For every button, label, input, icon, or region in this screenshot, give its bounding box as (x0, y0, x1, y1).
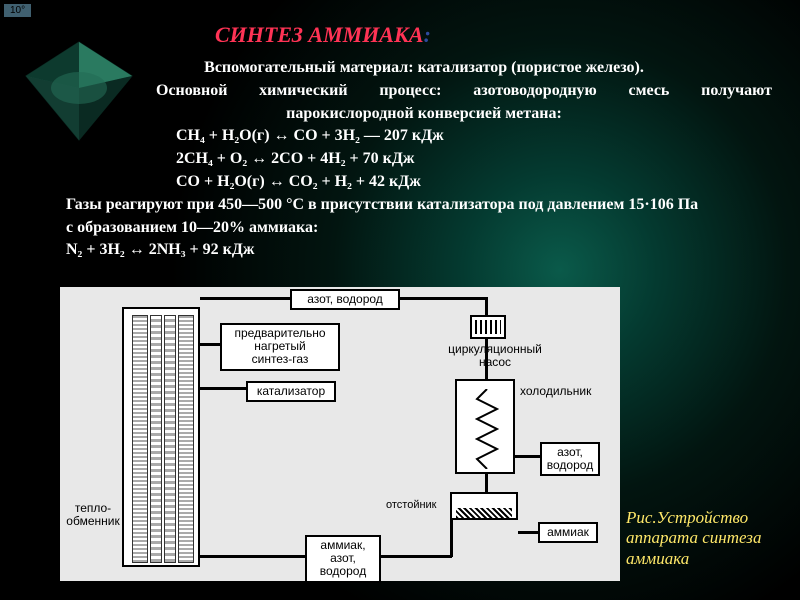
equation-2: 2CH₄ + O₂ ↔ 2CO + 4H₂ + 70 кДж (176, 149, 782, 170)
conditions-2: с образованием 10—20% аммиака: (66, 218, 782, 239)
settler (450, 492, 518, 520)
label-catalyst: катализатор (246, 381, 336, 402)
main-label: Основной химический процесс: (156, 82, 442, 99)
aux-value: катализатор (пористое железо). (418, 59, 644, 76)
label-settler: отстойник (386, 499, 437, 511)
equation-1: CH₄ + H₂O(г) ↔ CO + 3H₂ — 207 кДж (176, 126, 782, 147)
label-gas-box: азот, водород (540, 442, 600, 476)
conditions-1: Газы реагируют при 450—500 °С в присутст… (66, 195, 782, 216)
pump-icon (470, 315, 506, 339)
cooler (455, 379, 515, 474)
aux-label: Вспомогательный материал: (204, 59, 413, 76)
equation-4: N₂ + 3H₂ ↔ 2NH₃ + 92 кДж (66, 240, 782, 261)
label-heat-exchanger: тепло- обменник (62, 502, 124, 528)
label-pump: циркуляционный насос (430, 343, 560, 369)
badge: 10° (4, 4, 31, 17)
apparatus-diagram: азот, водород предварительно нагретый си… (60, 287, 620, 581)
page-title: СИНТЕЗ АММИАКА: (215, 22, 431, 48)
aux-line: Вспомогательный материал: катализатор (п… (66, 58, 782, 79)
main-line1: Основной химический процесс: азотоводоро… (66, 81, 782, 102)
label-cooler: холодильник (520, 385, 591, 398)
label-preheated: предварительно нагретый синтез-газ (220, 323, 340, 371)
main-line2: парокислородной конверсией метана: (66, 104, 782, 125)
label-bottom-mix: аммиак, азот, водород (305, 535, 381, 583)
main-value1: азотоводородную смесь получают (473, 82, 772, 99)
label-ammonia-out: аммиак (538, 522, 598, 543)
title-colon: : (424, 22, 431, 47)
label-top-gas: азот, водород (290, 289, 400, 310)
title-text: СИНТЕЗ АММИАКА (215, 22, 424, 47)
reactor (122, 307, 200, 567)
figure-caption: Рис.Устройство аппарата синтеза аммиака (626, 508, 786, 569)
equation-3: CO + H₂O(г) ↔ CO₂ + H₂ + 42 кДж (176, 172, 782, 193)
content-block: Вспомогательный материал: катализатор (п… (66, 56, 782, 263)
